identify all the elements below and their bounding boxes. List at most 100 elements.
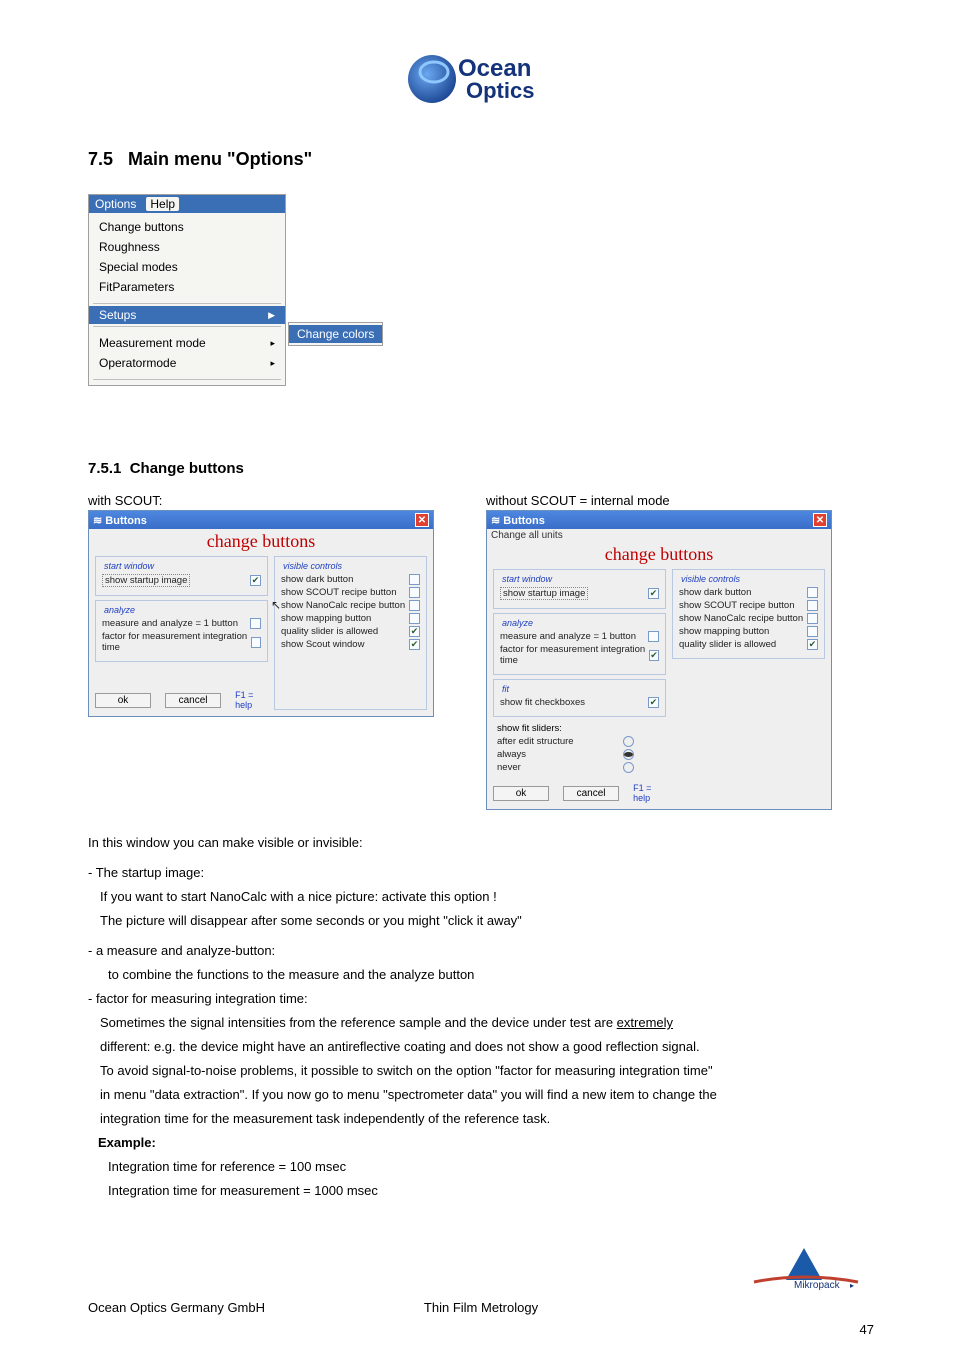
paragraph: Integration time for measurement = 1000 …	[88, 1182, 874, 1200]
ok-button[interactable]: ok	[95, 693, 151, 708]
page-footer: Ocean Optics Germany GmbH Thin Film Metr…	[88, 1300, 874, 1315]
checkbox-icon[interactable]	[807, 626, 818, 637]
cancel-button[interactable]: cancel	[165, 693, 221, 708]
checkbox-icon[interactable]	[409, 600, 420, 611]
text-underline: extremely	[617, 1015, 673, 1030]
option-row[interactable]: show NanoCalc recipe button	[679, 613, 818, 624]
subsection-heading: 7.5.1 Change buttons	[88, 460, 874, 477]
section-title: Main menu "Options"	[128, 149, 312, 169]
option-row[interactable]: quality slider is allowed✔	[679, 639, 818, 650]
menu-item[interactable]: Special modes	[99, 257, 275, 277]
paragraph: Sometimes the signal intensities from th…	[88, 1014, 874, 1032]
submenu-item-change-colors[interactable]: Change colors	[289, 325, 382, 343]
option-label: quality slider is allowed	[281, 626, 378, 637]
option-row[interactable]: quality slider is allowed ✔	[281, 626, 420, 637]
option-label: measure and analyze = 1 button	[500, 631, 636, 642]
checkbox-icon[interactable]	[250, 618, 261, 629]
option-row[interactable]: measure and analyze = 1 button	[500, 631, 659, 642]
radio-group-label: show fit sliders:	[497, 723, 666, 734]
checkbox-icon[interactable]: ✔	[649, 650, 659, 661]
legend: visible controls	[281, 561, 344, 571]
option-row[interactable]: show mapping button	[679, 626, 818, 637]
menu-item[interactable]: Change buttons	[99, 217, 275, 237]
dialog-title-text: Buttons	[503, 515, 545, 527]
menu-item[interactable]: Roughness	[99, 237, 275, 257]
option-label: show mapping button	[281, 613, 371, 624]
checkbox-icon[interactable]: ✔	[409, 639, 420, 650]
checkbox-icon[interactable]	[251, 637, 261, 648]
subsection-title: Change buttons	[130, 460, 244, 477]
checkbox-icon[interactable]	[409, 613, 420, 624]
buttons-dialog-right: ≋ Buttons ✕ Change all units change butt…	[486, 510, 832, 810]
option-row[interactable]: factor for measurement integration time …	[500, 644, 659, 666]
radio-row[interactable]: always	[497, 749, 666, 760]
option-row[interactable]: show Scout window✔	[281, 639, 420, 650]
option-label: factor for measurement integration time	[102, 631, 251, 653]
paragraph: integration time for the measurement tas…	[88, 1110, 874, 1128]
option-label: factor for measurement integration time	[500, 644, 649, 666]
menu-bottom-gap	[93, 379, 281, 385]
submenu-arrow-icon: ▸	[270, 333, 275, 353]
radio-icon[interactable]	[623, 749, 634, 760]
caption-right: without SCOUT = internal mode	[486, 493, 832, 508]
svg-text:▸: ▸	[850, 1281, 854, 1290]
option-label: show NanoCalc recipe button	[281, 600, 405, 611]
menu-tab-help[interactable]: Help	[146, 197, 179, 211]
close-icon[interactable]: ✕	[415, 513, 429, 527]
radio-icon[interactable]	[623, 762, 634, 773]
page-number: 47	[860, 1322, 874, 1337]
dialog-heading: change buttons	[95, 531, 427, 556]
checkbox-icon[interactable]: ✔	[807, 639, 818, 650]
checkbox-icon[interactable]	[409, 587, 420, 598]
dialog-menubar[interactable]: Change all units	[487, 529, 831, 542]
paragraph: In this window you can make visible or i…	[88, 834, 874, 852]
menu-divider	[93, 303, 281, 304]
checkbox-icon[interactable]: ✔	[250, 575, 261, 586]
checkbox-icon[interactable]	[807, 600, 818, 611]
option-row[interactable]: show SCOUT recipe button	[281, 587, 420, 598]
radio-row[interactable]: never	[497, 762, 666, 773]
checkbox-icon[interactable]	[807, 587, 818, 598]
paragraph: to combine the functions to the measure …	[88, 966, 874, 984]
menu-item-setups[interactable]: Setups ▶	[89, 306, 285, 324]
menu-item[interactable]: FitParameters	[99, 277, 275, 297]
option-row[interactable]: show SCOUT recipe button	[679, 600, 818, 611]
option-row[interactable]: show fit checkboxes ✔	[500, 697, 659, 708]
menu-item-label: Measurement mode	[99, 333, 206, 353]
fieldset-fit: fit show fit checkboxes ✔	[493, 679, 666, 717]
option-label: show mapping button	[679, 626, 769, 637]
checkbox-icon[interactable]	[807, 613, 818, 624]
menu-titlebar: Options Help	[89, 195, 285, 213]
fieldset-visible-controls: visible controls show dark button show S…	[274, 556, 427, 710]
paragraph: in menu "data extraction". If you now go…	[88, 1086, 874, 1104]
checkbox-icon[interactable]: ✔	[648, 588, 659, 599]
option-label: show startup image	[102, 574, 190, 587]
checkbox-icon[interactable]	[409, 574, 420, 585]
option-row[interactable]: ↖show NanoCalc recipe button	[281, 600, 420, 611]
menu-tab-options[interactable]: Options	[95, 197, 136, 211]
ok-button[interactable]: ok	[493, 786, 549, 801]
option-row[interactable]: show mapping button	[281, 613, 420, 624]
option-row[interactable]: show startup image ✔	[500, 587, 659, 600]
footer-center: Thin Film Metrology	[424, 1300, 538, 1315]
close-icon[interactable]: ✕	[813, 513, 827, 527]
legend: analyze	[500, 618, 535, 628]
option-row[interactable]: show startup image ✔	[102, 574, 261, 587]
checkbox-icon[interactable]: ✔	[648, 697, 659, 708]
menu-item[interactable]: Operatormode ▸	[99, 353, 275, 373]
paragraph: To avoid signal-to-noise problems, it po…	[88, 1062, 874, 1080]
option-row[interactable]: factor for measurement integration time	[102, 631, 261, 653]
checkbox-icon[interactable]: ✔	[409, 626, 420, 637]
radio-row[interactable]: after edit structure	[497, 736, 666, 747]
menu-item-label: Setups	[99, 308, 136, 322]
option-row[interactable]: show dark button	[679, 587, 818, 598]
dialog-body: change buttons start window show startup…	[89, 529, 433, 716]
menu-item[interactable]: Measurement mode ▸	[99, 333, 275, 353]
section-number: 7.5	[88, 149, 113, 169]
bullet-heading: - factor for measuring integration time:	[88, 990, 874, 1008]
option-row[interactable]: measure and analyze = 1 button	[102, 618, 261, 629]
checkbox-icon[interactable]	[648, 631, 659, 642]
option-row[interactable]: show dark button	[281, 574, 420, 585]
radio-icon[interactable]	[623, 736, 634, 747]
cancel-button[interactable]: cancel	[563, 786, 619, 801]
